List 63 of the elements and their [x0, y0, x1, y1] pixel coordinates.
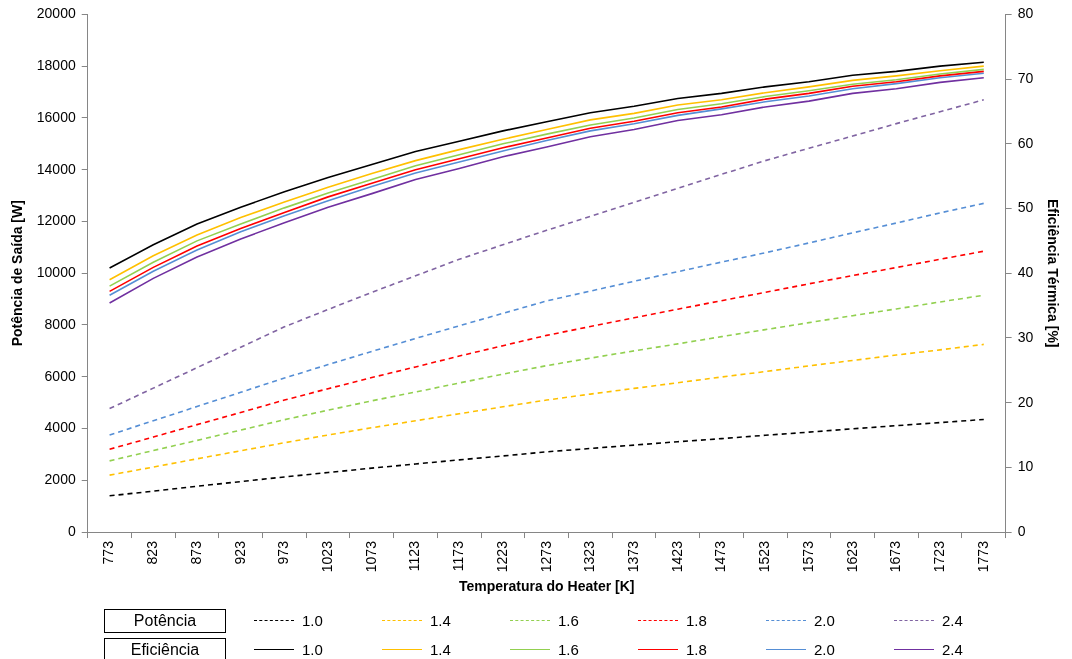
legend-label: 1.0 [302, 612, 323, 629]
legend-label: 2.0 [814, 612, 835, 629]
x-tick-label: 1073 [362, 540, 379, 573]
y-tick-label: 8000 [44, 315, 76, 332]
y2-tick-label: 30 [1017, 328, 1034, 345]
y2-tick-label: 50 [1017, 199, 1034, 216]
y-axis-title: Potência de Saída [W] [9, 200, 26, 347]
x-tick-label: 1373 [624, 540, 641, 573]
x-tick-label: 1423 [668, 540, 685, 573]
legend-label: 2.4 [942, 612, 963, 629]
y2-tick-label: 10 [1017, 458, 1034, 475]
y-tick-label: 18000 [36, 57, 76, 74]
y-tick-label: 16000 [36, 108, 76, 125]
x-tick-label: 1173 [450, 540, 467, 572]
x-tick-label: 1473 [712, 540, 729, 573]
y2-tick-label: 20 [1017, 393, 1034, 410]
y2-tick-label: 0 [1017, 522, 1026, 539]
x-tick-label: 1273 [537, 540, 554, 573]
y-tick-label: 0 [67, 522, 76, 539]
line-series [108, 250, 985, 451]
y-tick-label: 4000 [44, 419, 76, 436]
y2-tick-label: 60 [1017, 134, 1034, 151]
text: Potência [104, 608, 226, 633]
x-tick-label: 1673 [887, 540, 904, 573]
y2-tick-label: 80 [1017, 5, 1034, 22]
legend-label: 1.6 [558, 641, 579, 658]
line-series [108, 343, 985, 476]
legend-label: 1.0 [302, 641, 323, 658]
x-tick-label: 923 [231, 540, 248, 565]
y2-tick-label: 70 [1017, 69, 1034, 86]
y-tick-label: 6000 [44, 367, 76, 384]
legend-label: 1.6 [558, 612, 579, 629]
x-tick-label: 1523 [756, 540, 773, 573]
x-tick-label: 823 [144, 540, 161, 565]
x-tick-label: 1023 [318, 540, 335, 573]
x-tick-label: 1623 [843, 540, 860, 573]
y2-axis-title: Eficiência Térmica [%] [1044, 198, 1061, 348]
y-tick-label: 2000 [44, 471, 76, 488]
x-axis-title: Temperatura do Heater [K] [458, 578, 635, 595]
legend-label: 1.8 [686, 612, 707, 629]
y-tick-label: 12000 [36, 212, 76, 229]
text: Eficiência [104, 637, 226, 659]
line-series [108, 202, 985, 436]
legend-label: 1.8 [686, 641, 707, 658]
y-tick-label: 14000 [36, 160, 76, 177]
x-tick-label: 873 [187, 540, 204, 565]
legend-label: 2.0 [814, 641, 835, 658]
x-tick-label: 1573 [799, 540, 816, 573]
x-tick-label: 1773 [974, 540, 991, 573]
legend-label: 2.4 [942, 641, 963, 658]
y-tick-label: 20000 [36, 5, 76, 22]
x-tick-label: 973 [275, 540, 292, 565]
x-tick-label: 1723 [930, 540, 947, 573]
legend-label: 1.4 [430, 612, 451, 629]
x-tick-label: 1323 [581, 540, 598, 573]
legend-label: 1.4 [430, 641, 451, 658]
line-series [108, 418, 985, 497]
x-tick-label: 773 [100, 540, 117, 565]
x-tick-label: 1223 [493, 540, 510, 573]
y-tick-label: 10000 [36, 264, 76, 281]
x-tick-label: 1123 [406, 540, 423, 572]
y2-tick-label: 40 [1017, 264, 1034, 281]
line-series [108, 99, 985, 410]
